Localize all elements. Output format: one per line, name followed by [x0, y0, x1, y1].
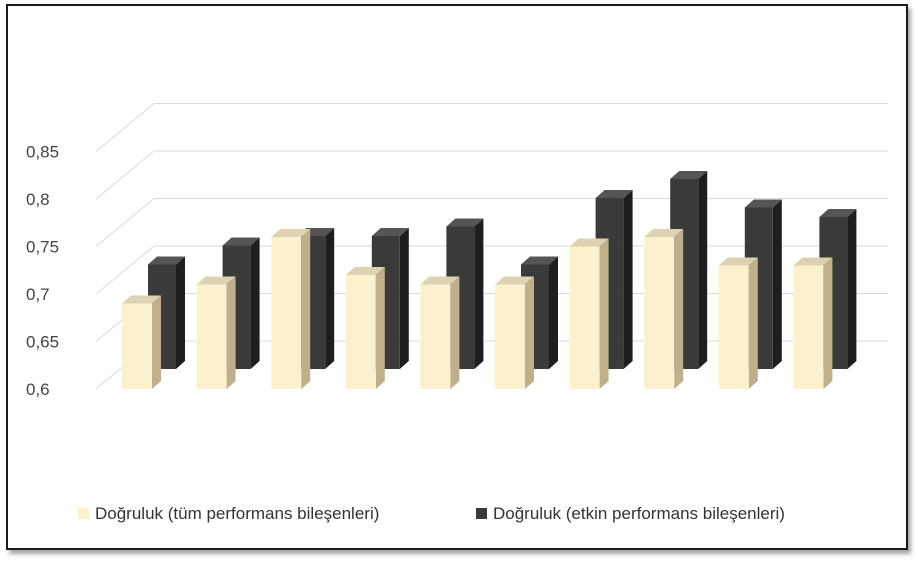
bar-series-1: [793, 257, 833, 389]
y-tick-label: 0,75: [26, 238, 59, 257]
bar-series-2-side: [549, 256, 558, 369]
gridline-diagonal: [95, 150, 155, 200]
bar-series-1-front: [793, 265, 824, 389]
bar-series-1-front: [271, 237, 302, 389]
y-tick-label: 0,85: [26, 143, 59, 162]
bar-series-1-front: [718, 265, 749, 389]
chart-frame: 0,6 0,65 0,7 0,75 0,8 0,85 Doğruluk (tüm perf…: [6, 4, 908, 550]
bar-series-1: [122, 295, 161, 389]
bar-series-1-side: [748, 257, 758, 389]
y-tick-label: 0,7: [26, 285, 50, 304]
bar-series-1-top: [122, 295, 161, 304]
bar-series-1: [718, 257, 758, 389]
bar-series-1-top: [196, 276, 236, 285]
legend-label-2: Doğruluk (etkin performans bileşenleri): [493, 504, 785, 523]
bar-series-2-side: [250, 237, 260, 369]
bar-series-2-top: [819, 209, 857, 217]
bar-series-1-top: [345, 267, 385, 275]
y-tick-label: 0,65: [26, 333, 59, 352]
gridline-diagonal: [95, 245, 155, 295]
bar-series-2-top: [744, 199, 782, 208]
bar-series-1-top: [569, 238, 609, 247]
legend: Doğruluk (tüm performans bileşenleri) Doğ…: [78, 504, 785, 523]
gridline-diagonal: [95, 198, 155, 247]
bar-series-1: [569, 238, 609, 389]
legend-swatch-2: [476, 508, 487, 519]
bars: [122, 171, 857, 389]
gridline-diagonal: [95, 103, 155, 152]
bar-series-1-side: [226, 276, 236, 389]
bar-series-1: [420, 276, 460, 389]
bar-series-2-top: [446, 218, 484, 227]
bar-series-1-front: [122, 303, 152, 389]
bar-series-1: [271, 229, 311, 389]
bar-series-2-side: [698, 171, 708, 369]
y-axis-ticks: 0,6 0,65 0,7 0,75 0,8 0,85: [26, 143, 59, 400]
bar-series-1-front: [569, 246, 600, 389]
bar-series-1-side: [823, 257, 833, 389]
bar-series-1: [495, 276, 534, 389]
bar-series-2-side: [772, 199, 782, 369]
bar-series-2: [222, 237, 260, 369]
bar-series-1-top: [271, 229, 311, 237]
bar-series-2: [595, 190, 633, 369]
bar-series-1-side: [152, 295, 161, 389]
bar-series-2-top: [595, 190, 633, 198]
bar-series-2-side: [325, 228, 335, 369]
bar-series-1-front: [644, 237, 675, 389]
bar-series-1-side: [375, 267, 385, 389]
bar-series-2-side: [176, 256, 185, 369]
bar-series-1-front: [196, 284, 227, 389]
bar-series-2-top: [371, 228, 409, 236]
bar-series-1-side: [301, 229, 311, 389]
bar-series-1-front: [495, 284, 525, 389]
bar-series-2-side: [474, 218, 484, 369]
legend-swatch-1: [78, 508, 89, 519]
bar-series-1: [345, 267, 385, 389]
bar-series-1-front: [420, 284, 451, 389]
bar-chart: 0,6 0,65 0,7 0,75 0,8 0,85 Doğruluk (tüm perf…: [26, 103, 888, 523]
bar-series-1-top: [718, 257, 758, 266]
bar-series-2-top: [521, 256, 558, 265]
bar-series-1-side: [674, 229, 684, 389]
legend-label-1: Doğruluk (tüm performans bileşenleri): [95, 504, 379, 523]
bar-series-2-side: [847, 209, 857, 369]
bar-series-1-top: [793, 257, 833, 266]
bar-series-2-side: [399, 228, 409, 369]
y-tick-label: 0,6: [26, 380, 50, 399]
y-tick-label: 0,8: [26, 190, 50, 209]
bar-series-1: [196, 276, 236, 389]
bar-series-1-side: [450, 276, 460, 389]
bar-series-1-side: [599, 238, 609, 389]
bar-series-1-top: [420, 276, 460, 285]
bar-series-2-top: [222, 237, 260, 246]
bar-series-1-front: [345, 275, 376, 389]
bar-series-1-top: [495, 276, 534, 285]
bar-series-1-side: [525, 276, 534, 389]
bar-series-2: [148, 256, 185, 369]
bar-series-1: [644, 229, 684, 389]
bar-series-2-top: [148, 256, 185, 265]
bar-series-2-side: [623, 190, 633, 369]
bar-series-2-top: [670, 171, 708, 179]
bar-series-1-top: [644, 229, 684, 237]
